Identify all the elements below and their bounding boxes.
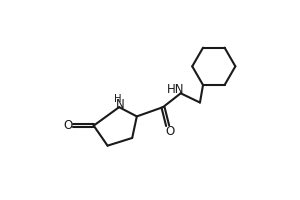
Text: O: O	[165, 125, 175, 138]
Text: H: H	[114, 94, 121, 104]
Text: N: N	[116, 98, 125, 111]
Text: O: O	[63, 119, 72, 132]
Text: HN: HN	[167, 83, 185, 96]
